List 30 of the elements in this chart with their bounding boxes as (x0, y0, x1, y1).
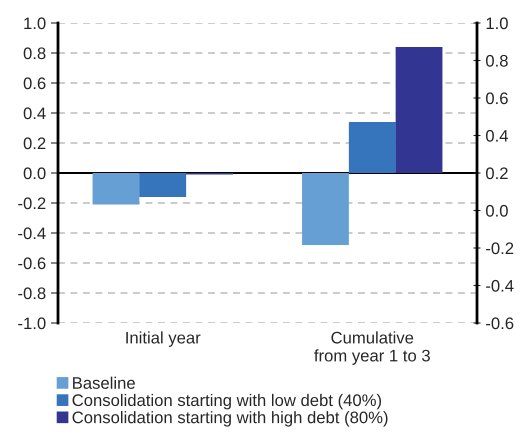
y-tick-label: 0.6 (24, 77, 46, 90)
y2-tick-label: 1.0 (486, 17, 508, 30)
y-tick-label: -0.6 (18, 257, 46, 270)
y2-tick-label: -0.2 (486, 242, 514, 254)
bar (139, 173, 186, 197)
x-tick-label: Cumulative from year 1 to 3 (314, 331, 430, 365)
y-tick-label: -0.2 (18, 197, 46, 210)
y2-tick-label: -0.6 (486, 317, 514, 330)
y2-tick-label: 0.2 (486, 167, 508, 180)
y-tick-label: -1.0 (18, 317, 46, 330)
bar (92, 173, 140, 204)
y2-tick-label: 0.6 (486, 92, 508, 104)
legend-label: Baseline (73, 376, 135, 389)
y-tick-label: -0.8 (18, 287, 46, 300)
y-tick-label: 0.8 (24, 47, 46, 60)
bar (396, 47, 442, 173)
y-tick-label: 0.0 (24, 167, 46, 180)
x-tick-label: Initial year (126, 331, 200, 347)
y-tick-label: 0.4 (24, 107, 46, 120)
legend-label: Consolidation starting with high debt (80%) (72, 411, 388, 427)
bar (348, 122, 396, 173)
y2-tick-label: 0.8 (486, 54, 508, 67)
legend-label: Consolidation starting with low debt (40%) (72, 394, 382, 410)
y2-tick-label: 0.4 (486, 130, 508, 142)
y2-tick-label: 0.0 (486, 204, 508, 217)
y2-tick-label: -0.4 (486, 280, 514, 292)
y-tick-label: 1.0 (24, 17, 46, 30)
y-tick-label: 0.2 (24, 137, 46, 150)
bar (302, 173, 349, 245)
y-tick-label: -0.4 (18, 227, 46, 240)
